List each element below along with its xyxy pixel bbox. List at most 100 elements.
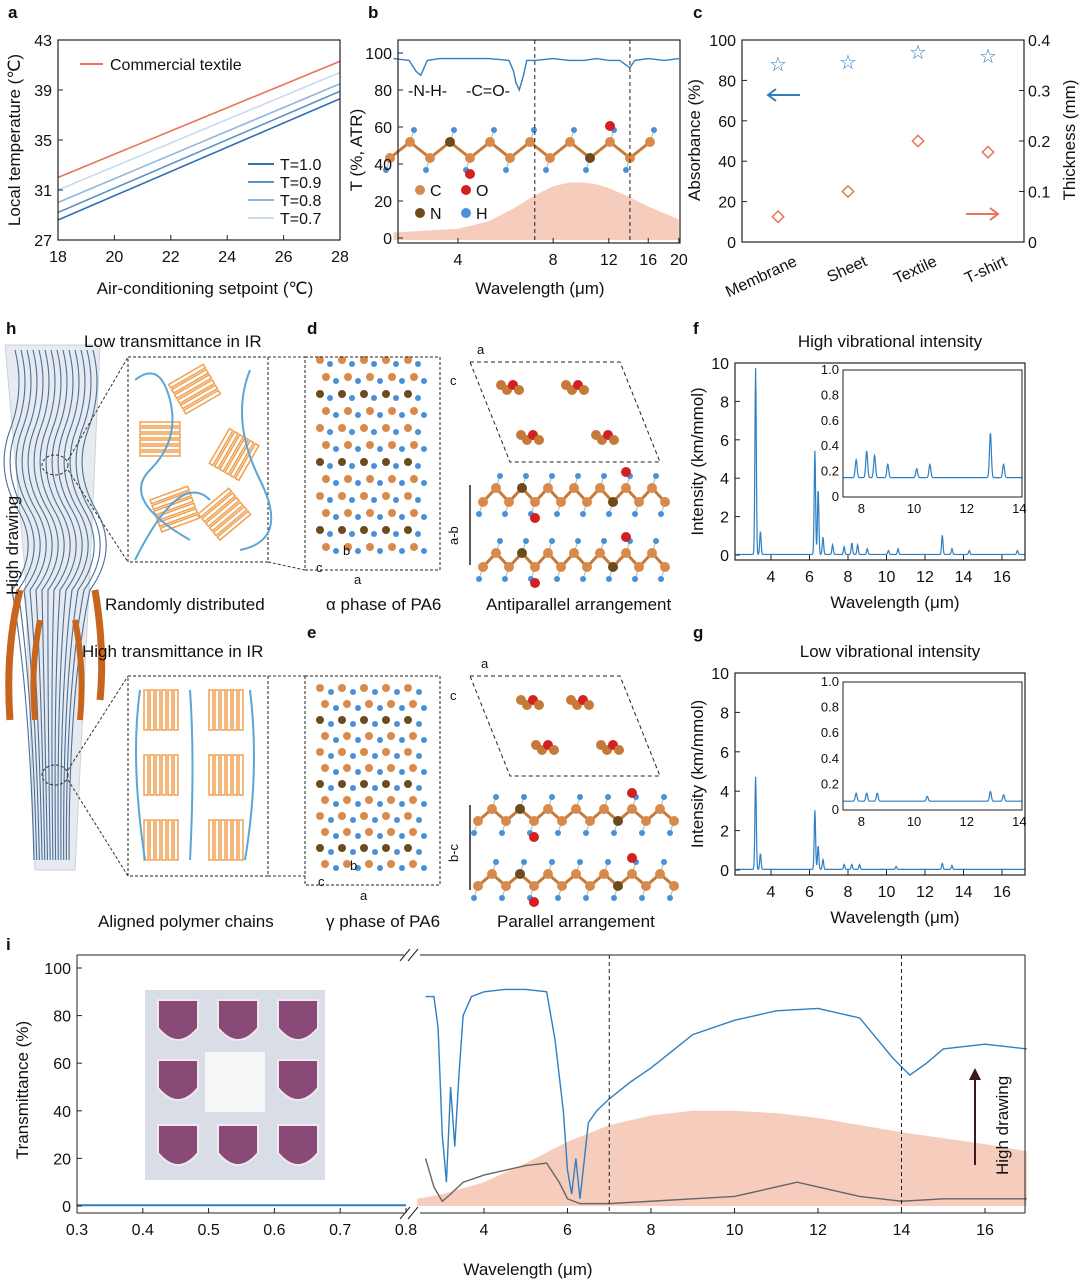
legend-c: C [430,183,442,200]
lattice-h [421,833,427,839]
y-tick-label: 0.4 [1028,33,1050,50]
h-atom [423,167,429,173]
lattice-h [327,429,333,435]
c-atom [621,548,631,558]
panel-label-g: g [693,623,703,642]
y-axis-label: Local temperature (℃) [5,54,24,226]
y-tick-label: 27 [34,233,52,250]
lattice-atom [338,492,346,500]
lattice-atom [360,390,368,398]
x-tick-label: 20 [106,249,124,266]
c-atom [660,497,670,507]
h-atom [476,576,482,582]
lattice-atom [409,732,417,740]
inset-y-tick-label: 0.6 [821,725,839,740]
x-tick-label: 10 [878,884,896,901]
lattice-atom [365,860,373,868]
lamella-fold [214,819,220,861]
x-tick-label: 24 [218,249,236,266]
y-tick-label: 0 [720,548,729,565]
lattice-h [415,361,421,367]
x-tick-label: 4 [767,884,776,901]
c-atom [647,483,657,493]
lattice-h [327,395,333,401]
annotation-nh: -N-H- [408,83,447,100]
fiber-chain [27,349,53,861]
lattice-h [333,833,339,839]
lattice-h [333,514,339,520]
y-tick-label: 40 [374,157,392,174]
lattice-atom [360,748,368,756]
panel-label-b: b [368,3,378,22]
series-line-4 [57,71,341,191]
lamella-fold [155,754,161,796]
y-tick-label: 6 [720,745,729,762]
lamella-fold [238,754,244,796]
x-tick-label: 12 [600,252,618,269]
lattice-atom [387,700,395,708]
legend-label: T=0.9 [280,175,321,192]
lattice-h [399,769,405,775]
lattice-atom [360,716,368,724]
c-atom [565,137,575,147]
lattice-h [399,801,405,807]
lattice-h [333,801,339,807]
lattice-atom [316,716,324,724]
h-atom [554,511,560,517]
category-label: T-shirt [962,253,1010,287]
lattice-atom [366,441,374,449]
lattice-h [399,705,405,711]
lattice-atom [338,356,346,364]
lamella-fold [155,819,161,861]
c-atom [641,881,651,891]
c-atom [465,153,475,163]
y-tick-label: 4 [720,471,729,488]
x-tick-label: 16 [976,1222,994,1239]
panel-label-i: i [6,935,11,954]
fiber-drawing-schematic [3,344,107,871]
c-atom [505,153,515,163]
lamella-fold [139,439,181,445]
o-atom [627,788,637,798]
lattice-h [371,463,377,469]
lattice-atom [382,356,390,364]
lattice-atom [338,424,346,432]
lattice-h [350,721,356,727]
y-tick-label: 2 [720,824,729,841]
lattice-atom [365,796,373,804]
h-atom [661,859,667,865]
spectrum-line [736,368,1026,556]
lattice-h [327,531,333,537]
y-tick-label: 10 [711,666,729,683]
inset-y-tick-label: 0.4 [821,751,839,766]
c-atom [599,804,609,814]
lamella-fold [208,689,214,731]
lattice-atom [360,812,368,820]
logo-shield [277,1059,319,1101]
x-tick-label: 10 [878,569,896,586]
lattice-atom [404,492,412,500]
lattice-h [377,737,383,743]
lattice-h [372,689,378,695]
inset-spectrum-line [842,433,1022,479]
random-caption: Randomly distributed [105,595,265,614]
lamella [139,421,181,457]
y-tick-label: 80 [53,1009,71,1026]
high-drawing-arrow-label: High drawing [993,1076,1012,1175]
o-atom [621,467,631,477]
lamella-fold [149,819,155,861]
lattice-atom [316,492,324,500]
projected-atom [609,435,619,445]
fiber-chain [68,349,107,861]
h-atom [611,895,617,901]
lattice-atom [338,716,346,724]
lattice-atom [387,732,395,740]
x-tick-label: 0.8 [395,1222,417,1239]
axis-a-d: a [354,572,362,587]
lattice-h [415,497,421,503]
h-atom [543,167,549,173]
h-atom [661,794,667,800]
y-tick-label: 40 [718,154,736,171]
random-chains-box [127,356,269,563]
lamella-fold [149,689,155,731]
